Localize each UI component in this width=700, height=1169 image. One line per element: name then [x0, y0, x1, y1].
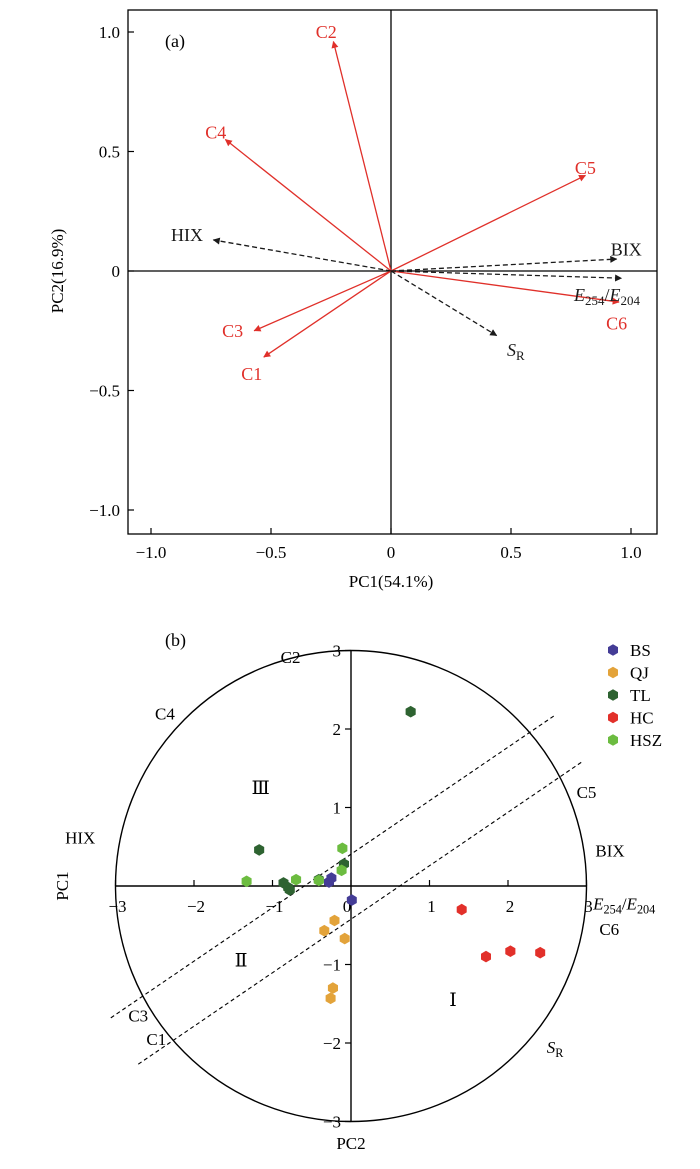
- y-tick-label: 3: [333, 642, 342, 661]
- direction-label: C5: [577, 783, 597, 802]
- loading-label-sr: SR: [507, 340, 525, 363]
- loading-arrow-c6: [390, 270, 620, 305]
- region-label: Ⅱ: [235, 951, 248, 972]
- y-tick-label: −1: [323, 956, 341, 975]
- loading-arrow-c4: [224, 139, 392, 272]
- x-tick-label: −2: [187, 897, 205, 916]
- x-tick-label: 1: [427, 897, 436, 916]
- x-tick-label: 0.5: [500, 543, 521, 562]
- x-tick-label: 0: [387, 543, 396, 562]
- loading-label-c3: C3: [222, 321, 243, 341]
- direction-label: C1: [146, 1030, 166, 1049]
- y-tick-label: 0.5: [99, 143, 120, 162]
- data-point-hc: [505, 945, 516, 957]
- y-tick-label: 0: [112, 262, 121, 281]
- loading-arrow-sr: [390, 270, 498, 337]
- loading-label-e254-e204: E254/E204: [573, 285, 640, 308]
- loading-arrow-hix: [212, 237, 392, 272]
- y-tick-label: −0.5: [89, 382, 120, 401]
- data-point-qj: [329, 914, 340, 927]
- data-point-tl: [405, 705, 416, 718]
- direction-label: C3: [128, 1007, 148, 1026]
- legend-label-hc: HC: [630, 709, 654, 728]
- legend-marker-tl: [608, 689, 618, 701]
- data-point-hsz: [291, 873, 302, 886]
- x-tick-label: 0: [343, 897, 352, 916]
- x-tick-label: 3: [584, 897, 593, 916]
- data-point-hc: [456, 903, 467, 916]
- y-tick-label: 1: [333, 799, 342, 818]
- x-tick-label: −1.0: [136, 543, 167, 562]
- loading-arrow-c3: [253, 270, 392, 332]
- region-label: Ⅲ: [252, 778, 270, 799]
- loading-label-bix: BIX: [611, 239, 642, 259]
- data-point-qj: [319, 924, 330, 937]
- data-point-bs: [346, 894, 357, 906]
- x-tick-label: 2: [506, 897, 515, 916]
- loading-label-c4: C4: [205, 122, 226, 142]
- loading-label-hix: HIX: [171, 225, 203, 245]
- loading-biplot-a: −1.0 −0.5 0 0.5 1.0 −1.0 −0.5 0 0.5 1.0 PC1(54.1%)…: [48, 9, 658, 591]
- y-tick-label: 1.0: [99, 23, 120, 42]
- data-point-qj: [327, 982, 338, 994]
- legend-marker-bs: [608, 644, 618, 656]
- x-tick-label: −0.5: [256, 543, 287, 562]
- data-point-hc: [535, 946, 546, 959]
- loading-label-c2: C2: [316, 22, 337, 42]
- y-tick-label: −3: [323, 1113, 341, 1132]
- data-point-tl: [283, 881, 294, 894]
- data-point-hsz: [336, 864, 347, 877]
- legend-marker-qj: [608, 666, 618, 679]
- data-point-bs: [324, 876, 334, 888]
- loading-label-c5: C5: [575, 158, 596, 178]
- legend-label-qj: QJ: [630, 664, 649, 683]
- panel-label: (b): [165, 630, 186, 651]
- x-axis-label: PC1(54.1%): [349, 572, 434, 591]
- data-point-hsz: [337, 842, 348, 855]
- direction-label: C6: [599, 920, 619, 939]
- loading-arrow-c1: [263, 270, 392, 358]
- direction-label: C4: [155, 704, 175, 723]
- y-tick-label: 2: [333, 720, 342, 739]
- region-label: Ⅰ: [449, 990, 457, 1011]
- legend-marker-hsz: [608, 734, 618, 746]
- score-plot-b: −3−2−10123−3−2−1123PC2PC1(b)ⅠⅡⅢC2C4HIXC5…: [53, 630, 662, 1153]
- data-point-qj: [325, 992, 336, 1005]
- x-axis-label: PC2: [336, 1134, 365, 1153]
- region-divider-line: [110, 715, 555, 1019]
- data-point-hsz: [241, 875, 252, 888]
- plot-frame: [127, 9, 658, 535]
- data-point-tl: [254, 844, 265, 856]
- x-tick-label: −3: [108, 897, 126, 916]
- y-axis-label: PC1: [53, 871, 72, 900]
- loading-arrow-c2: [331, 40, 392, 272]
- loading-arrow-bix: [390, 255, 618, 272]
- loading-arrow-e254-e204: [390, 270, 623, 282]
- legend-label-tl: TL: [630, 686, 651, 705]
- data-point-hsz: [313, 874, 324, 887]
- y-tick-label: −2: [323, 1034, 341, 1053]
- direction-label: C2: [281, 648, 301, 667]
- y-axis-label: PC2(16.9%): [48, 229, 67, 314]
- loading-arrow-c5: [390, 174, 587, 272]
- data-point-hc: [481, 950, 491, 963]
- x-tick-label: 1.0: [620, 543, 641, 562]
- legend-label-bs: BS: [630, 641, 651, 660]
- loading-label-c1: C1: [241, 364, 262, 384]
- data-point-qj: [339, 932, 350, 945]
- direction-label: SR: [547, 1038, 565, 1060]
- legend-marker-hc: [608, 711, 618, 724]
- panel-label: (a): [165, 31, 185, 52]
- direction-label: BIX: [595, 842, 624, 861]
- loading-label-c6: C6: [606, 314, 627, 334]
- legend-label-hsz: HSZ: [630, 731, 662, 750]
- region-divider-line: [137, 761, 583, 1065]
- direction-label: E254/E204: [592, 894, 655, 916]
- direction-label: HIX: [65, 828, 95, 847]
- y-tick-label: −1.0: [89, 501, 120, 520]
